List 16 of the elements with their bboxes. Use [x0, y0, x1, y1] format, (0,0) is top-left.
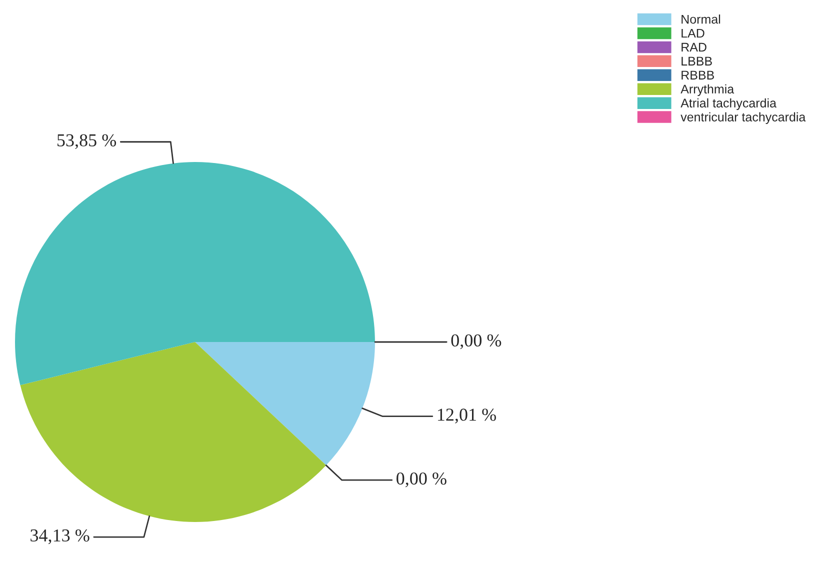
legend-label: Atrial tachycardia — [680, 98, 776, 110]
legend-label: RBBB — [682, 70, 714, 80]
pie-slice — [20, 342, 326, 522]
pie-slice — [195, 342, 375, 466]
text: 0,00 % — [451, 334, 502, 350]
legend-label: Normal — [682, 14, 720, 24]
data-label: 53,85 % — [58, 134, 116, 149]
legend-label: LAD — [682, 28, 704, 38]
pie-slice — [15, 162, 375, 386]
legend-label: RAD — [682, 42, 706, 52]
legend-label: LBBB — [682, 56, 712, 66]
data-label: 12,01 % — [438, 408, 496, 424]
legend-label: ventricular tachycardia — [680, 112, 806, 124]
data-label: 34,13 % — [30, 529, 90, 544]
legend-label: Arrythmia — [680, 84, 734, 96]
text: 0,00 % — [396, 472, 446, 488]
